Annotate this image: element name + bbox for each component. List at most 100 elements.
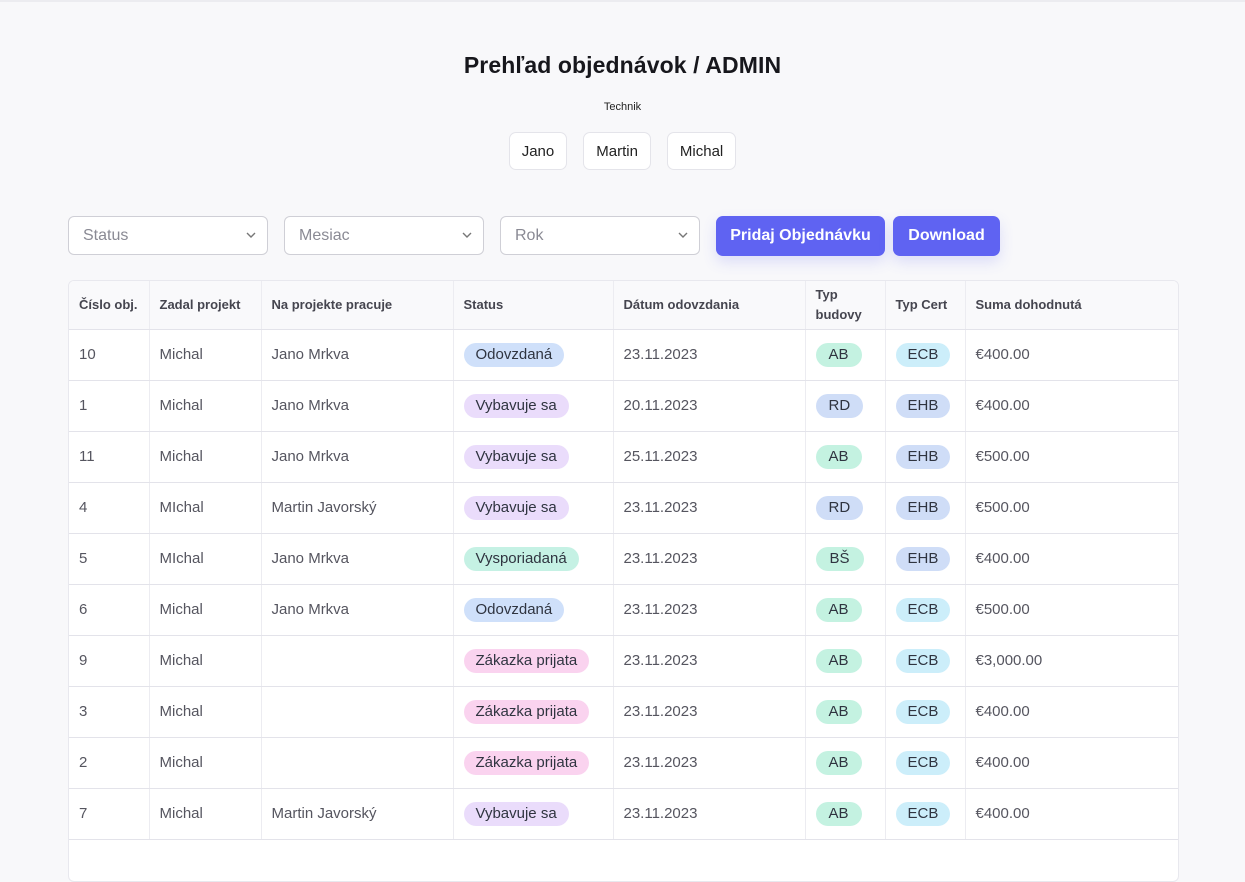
cell-entered-by: Michal — [149, 329, 262, 381]
cell-delivery-date: 25.11.2023 — [613, 431, 806, 483]
table-row[interactable]: 3 Michal Zákazka prijata 23.11.2023 AB ECB €40… — [69, 686, 1178, 738]
orders-table: Číslo obj. Zadal projekt Na projekte pra… — [68, 280, 1179, 882]
cell-order-number: 3 — [69, 686, 150, 738]
cell-amount: €400.00 — [965, 329, 1178, 381]
table-row[interactable]: 7 Michal Martin Javorský Vybavuje sa 23.11.2… — [69, 788, 1178, 840]
cell-order-number: 2 — [69, 737, 150, 789]
cell-delivery-date: 23.11.2023 — [613, 788, 806, 840]
cell-status: Odovzdaná — [453, 329, 614, 381]
cell-order-number: 10 — [69, 329, 150, 381]
year-select[interactable]: Rok — [500, 216, 700, 255]
header-order-number[interactable]: Číslo obj. — [69, 281, 150, 330]
table-row[interactable]: 5 MIchal Jano Mrkva Vysporiadaná 23.11.2023 B… — [69, 533, 1178, 585]
status-badge: Odovzdaná — [463, 597, 565, 622]
building-type-badge: AB — [815, 444, 862, 469]
cell-worker — [261, 737, 454, 789]
table-body: 10 Michal Jano Mrkva Odovzdaná 23.11.2023 AB E… — [69, 329, 1178, 840]
cert-type-badge: EHB — [895, 546, 951, 571]
cell-building-type: AB — [805, 329, 886, 381]
status-badge: Zákazka prijata — [463, 750, 590, 775]
cell-delivery-date: 20.11.2023 — [613, 380, 806, 432]
cell-entered-by: MIchal — [149, 482, 262, 534]
cell-entered-by: Michal — [149, 380, 262, 432]
table-row[interactable]: 6 Michal Jano Mrkva Odovzdaná 23.11.2023 AB EC… — [69, 584, 1178, 636]
cell-entered-by: MIchal — [149, 533, 262, 585]
cell-entered-by: Michal — [149, 737, 262, 789]
cell-amount: €500.00 — [965, 482, 1178, 534]
month-select[interactable]: Mesiac — [284, 216, 484, 255]
cell-building-type: AB — [805, 788, 886, 840]
table-row[interactable]: 1 Michal Jano Mrkva Vybavuje sa 20.11.2023 RD… — [69, 380, 1178, 432]
cell-amount: €400.00 — [965, 788, 1178, 840]
table-row[interactable]: 10 Michal Jano Mrkva Odovzdaná 23.11.2023 AB E… — [69, 329, 1178, 381]
cell-building-type: AB — [805, 737, 886, 789]
cell-status: Vybavuje sa — [453, 788, 614, 840]
cell-cert-type: EHB — [885, 380, 966, 432]
cell-order-number: 4 — [69, 482, 150, 534]
cert-type-badge: EHB — [895, 495, 951, 520]
cell-worker: Jano Mrkva — [261, 380, 454, 432]
building-type-badge: RD — [815, 495, 864, 520]
table-row[interactable]: 9 Michal Zákazka prijata 23.11.2023 AB ECB €3,… — [69, 635, 1178, 687]
chevron-down-icon — [246, 232, 256, 238]
cell-status: Odovzdaná — [453, 584, 614, 636]
cell-order-number: 5 — [69, 533, 150, 585]
cell-entered-by: Michal — [149, 431, 262, 483]
status-badge: Vybavuje sa — [463, 495, 569, 520]
cell-worker — [261, 635, 454, 687]
header-entered-by[interactable]: Zadal projekt — [149, 281, 262, 330]
status-select-placeholder: Status — [83, 226, 129, 244]
table-row[interactable]: 11 Michal Jano Mrkva Vybavuje sa 25.11.2023 A… — [69, 431, 1178, 483]
cell-status: Zákazka prijata — [453, 635, 614, 687]
chevron-down-icon — [462, 232, 472, 238]
status-badge: Vybavuje sa — [463, 393, 569, 418]
header-delivery-date[interactable]: Dátum odovzdania — [613, 281, 806, 330]
table-row[interactable]: 2 Michal Zákazka prijata 23.11.2023 AB ECB €40… — [69, 737, 1178, 789]
cell-entered-by: Michal — [149, 584, 262, 636]
page-title: Prehľad objednávok / ADMIN — [463, 52, 782, 78]
cell-worker: Martin Javorský — [261, 482, 454, 534]
cell-building-type: AB — [805, 431, 886, 483]
cell-delivery-date: 23.11.2023 — [613, 329, 806, 381]
cell-status: Vysporiadaná — [453, 533, 614, 585]
technician-button-martin[interactable]: Martin — [583, 132, 651, 170]
status-badge: Zákazka prijata — [463, 648, 590, 673]
cell-cert-type: ECB — [885, 788, 966, 840]
header-status[interactable]: Status — [453, 281, 614, 330]
cell-delivery-date: 23.11.2023 — [613, 584, 806, 636]
status-badge: Vysporiadaná — [463, 546, 579, 571]
cell-cert-type: ECB — [885, 329, 966, 381]
status-badge: Vybavuje sa — [463, 444, 569, 469]
add-order-button[interactable]: Pridaj Objednávku — [716, 216, 885, 256]
header-cert-type[interactable]: Typ Cert — [885, 281, 966, 330]
building-type-badge: AB — [815, 699, 862, 724]
year-select-placeholder: Rok — [515, 226, 544, 244]
cell-building-type: AB — [805, 635, 886, 687]
cell-order-number: 9 — [69, 635, 150, 687]
technician-filter-group: Jano Martin Michal — [0, 132, 1245, 170]
header-amount[interactable]: Suma dohodnutá — [965, 281, 1178, 330]
cell-building-type: AB — [805, 686, 886, 738]
status-select[interactable]: Status — [68, 216, 268, 255]
table-row[interactable]: 4 MIchal Martin Javorský Vybavuje sa 23.11.2… — [69, 482, 1178, 534]
technician-label: Technik — [603, 101, 642, 113]
cell-delivery-date: 23.11.2023 — [613, 533, 806, 585]
header-building-type[interactable]: Typ budovy — [805, 281, 886, 330]
cell-amount: €400.00 — [965, 686, 1178, 738]
cell-cert-type: ECB — [885, 584, 966, 636]
cell-cert-type: EHB — [885, 431, 966, 483]
status-badge: Vybavuje sa — [463, 801, 569, 826]
table-header-row: Číslo obj. Zadal projekt Na projekte pra… — [69, 281, 1178, 330]
technician-button-jano[interactable]: Jano — [508, 132, 568, 170]
building-type-badge: BŠ — [815, 546, 864, 571]
cell-worker — [261, 686, 454, 738]
download-button[interactable]: Download — [893, 216, 1000, 256]
cell-amount: €400.00 — [965, 737, 1178, 789]
cell-order-number: 11 — [69, 431, 150, 483]
cert-type-badge: ECB — [895, 801, 951, 826]
header-worker[interactable]: Na projekte pracuje — [261, 281, 454, 330]
cell-cert-type: ECB — [885, 686, 966, 738]
cell-entered-by: Michal — [149, 788, 262, 840]
technician-button-michal[interactable]: Michal — [666, 132, 737, 170]
cell-status: Zákazka prijata — [453, 686, 614, 738]
